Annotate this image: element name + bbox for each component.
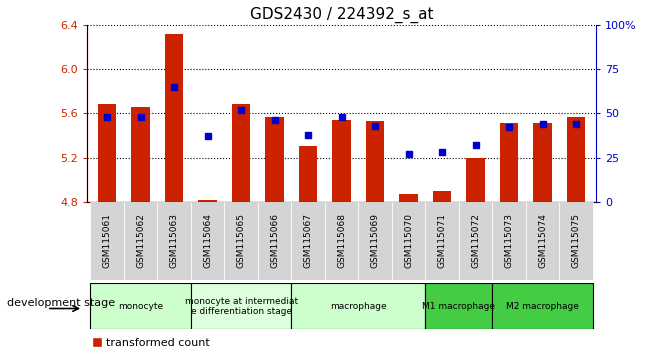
Bar	[131, 107, 150, 202]
Bar	[392, 202, 425, 280]
Bar	[191, 283, 291, 329]
Bar	[90, 202, 124, 280]
Text: GSM115074: GSM115074	[538, 213, 547, 268]
Bar	[433, 191, 452, 202]
Text: GSM115066: GSM115066	[270, 213, 279, 268]
Bar	[198, 200, 217, 202]
Bar	[265, 116, 284, 202]
Bar	[500, 123, 519, 202]
Bar	[165, 34, 184, 202]
Text: GSM115063: GSM115063	[170, 213, 179, 268]
Bar	[332, 120, 351, 202]
Bar	[157, 202, 191, 280]
Text: GSM115073: GSM115073	[505, 213, 514, 268]
Bar	[224, 202, 258, 280]
Text: GSM115069: GSM115069	[371, 213, 380, 268]
Bar	[425, 283, 492, 329]
Bar	[567, 116, 586, 202]
Bar	[425, 202, 459, 280]
Text: GSM115072: GSM115072	[471, 213, 480, 268]
Text: GSM115070: GSM115070	[404, 213, 413, 268]
Text: GSM115075: GSM115075	[572, 213, 581, 268]
Bar	[191, 202, 224, 280]
Text: GSM115068: GSM115068	[337, 213, 346, 268]
Text: GSM115064: GSM115064	[203, 213, 212, 268]
Bar	[232, 104, 251, 202]
Text: GSM115061: GSM115061	[103, 213, 112, 268]
Text: development stage: development stage	[7, 298, 115, 308]
Bar	[90, 283, 191, 329]
Bar	[291, 283, 425, 329]
Bar	[526, 202, 559, 280]
Bar	[399, 194, 418, 202]
Bar	[124, 202, 157, 280]
Text: monocyte: monocyte	[118, 302, 163, 311]
Bar	[459, 202, 492, 280]
Bar	[492, 202, 526, 280]
Bar	[325, 202, 358, 280]
Text: GSM115065: GSM115065	[237, 213, 246, 268]
Text: M2 macrophage: M2 macrophage	[507, 302, 579, 311]
Bar	[98, 104, 117, 202]
Text: M1 macrophage: M1 macrophage	[423, 302, 495, 311]
Text: monocyte at intermediat
e differentiation stage: monocyte at intermediat e differentiatio…	[185, 297, 297, 316]
Bar	[291, 202, 325, 280]
Bar	[358, 202, 392, 280]
Bar	[533, 123, 552, 202]
Text: GSM115067: GSM115067	[304, 213, 313, 268]
Legend: transformed count, percentile rank within the sample: transformed count, percentile rank withi…	[92, 338, 294, 354]
Bar	[299, 147, 318, 202]
Text: GSM115071: GSM115071	[438, 213, 447, 268]
Text: macrophage: macrophage	[330, 302, 387, 311]
Bar	[466, 158, 485, 202]
Bar	[559, 202, 593, 280]
Bar	[366, 121, 385, 202]
Text: GSM115062: GSM115062	[136, 213, 145, 268]
Bar	[258, 202, 291, 280]
Title: GDS2430 / 224392_s_at: GDS2430 / 224392_s_at	[250, 7, 433, 23]
Bar	[492, 283, 593, 329]
